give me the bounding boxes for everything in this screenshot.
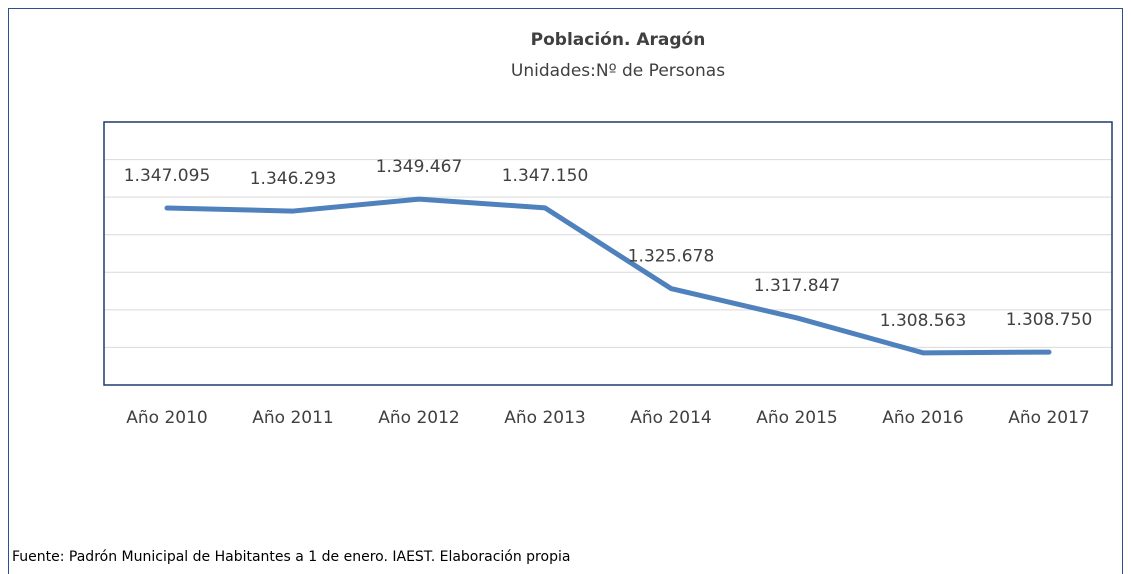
source-note: Fuente: Padrón Municipal de Habitantes a… bbox=[12, 549, 570, 565]
data-label: 1.349.467 bbox=[376, 157, 463, 177]
data-label: 1.308.563 bbox=[880, 311, 967, 331]
x-tick-label: Año 2015 bbox=[756, 408, 837, 428]
data-label: 1.347.150 bbox=[502, 166, 589, 186]
data-label: 1.325.678 bbox=[628, 247, 715, 267]
chart-subtitle: Unidades:Nº de Personas bbox=[511, 61, 725, 81]
x-tick-label: Año 2016 bbox=[882, 408, 963, 428]
plot-frame bbox=[103, 121, 1113, 386]
x-tick-label: Año 2013 bbox=[504, 408, 585, 428]
chart-title: Población. Aragón bbox=[531, 30, 706, 50]
x-tick-label: Año 2014 bbox=[630, 408, 711, 428]
x-tick-label: Año 2011 bbox=[252, 408, 333, 428]
data-line bbox=[164, 196, 1052, 356]
data-label: 1.308.750 bbox=[1006, 310, 1093, 330]
data-label: 1.317.847 bbox=[754, 276, 841, 296]
data-label: 1.346.293 bbox=[250, 169, 337, 189]
chart-frame bbox=[8, 8, 1123, 574]
x-tick-label: Año 2017 bbox=[1008, 408, 1089, 428]
x-tick-label: Año 2010 bbox=[126, 408, 207, 428]
x-tick-label: Año 2012 bbox=[378, 408, 459, 428]
data-label: 1.347.095 bbox=[124, 166, 211, 186]
